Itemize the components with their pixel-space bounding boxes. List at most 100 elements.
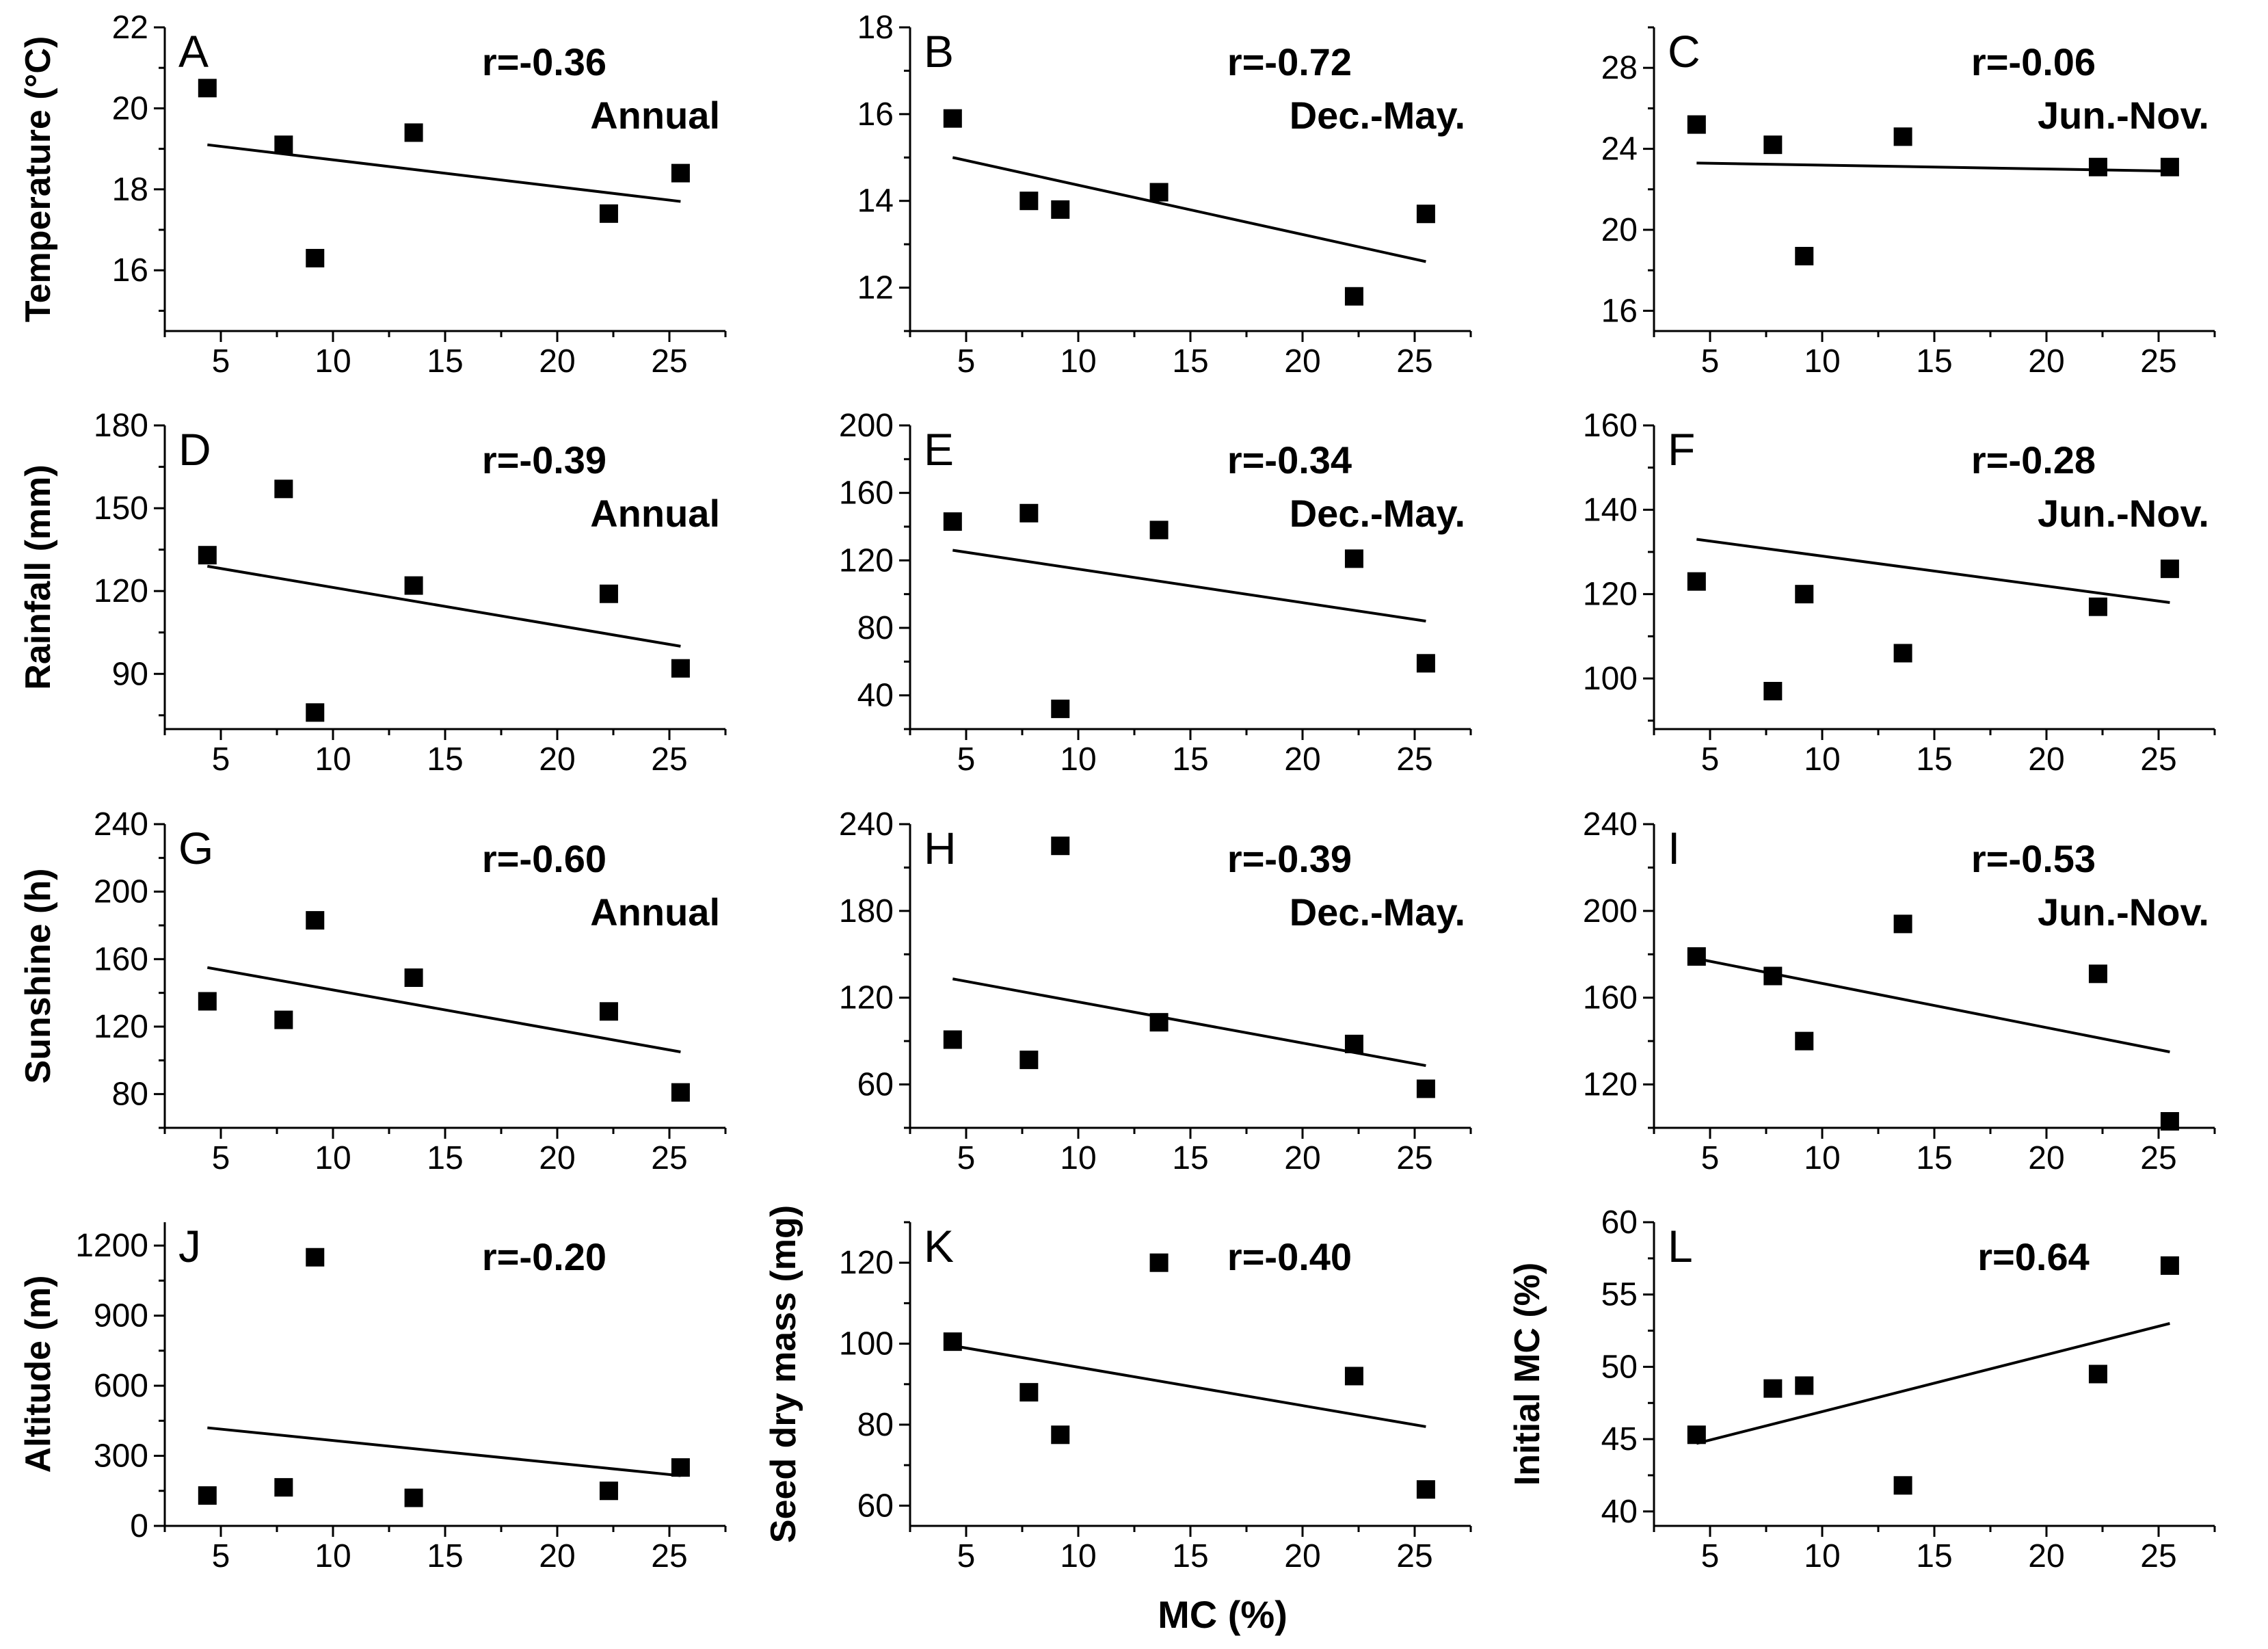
- x-tick-label: 15: [427, 1538, 463, 1574]
- x-tick-label: 10: [1804, 1538, 1840, 1574]
- y-tick-label: 180: [839, 893, 894, 929]
- data-point: [1019, 1383, 1039, 1402]
- data-point: [1344, 1034, 1363, 1053]
- data-point: [306, 911, 325, 930]
- y-axis-label: Altitude (m): [18, 1276, 58, 1473]
- data-point: [2088, 157, 2107, 176]
- data-point: [943, 1332, 962, 1351]
- y-tick-label: 80: [857, 610, 894, 646]
- data-point: [1687, 947, 1706, 966]
- y-tick-label: 240: [94, 806, 148, 843]
- y-tick-label: 60: [857, 1488, 894, 1524]
- x-tick-label: 15: [427, 343, 463, 380]
- y-tick-label: 60: [857, 1067, 894, 1103]
- r-value-label: r=-0.36: [482, 40, 606, 83]
- regression-line: [206, 966, 681, 1053]
- y-tick-label: 1200: [75, 1228, 148, 1264]
- y-tick-label: 28: [1601, 50, 1638, 86]
- x-tick-label: 10: [1804, 741, 1840, 778]
- x-tick-label: 25: [651, 741, 687, 778]
- x-tick-label: 20: [1284, 343, 1320, 380]
- y-tick-label: 40: [857, 678, 894, 714]
- panel-d: 5 10 15 20 25 90 120 150 180 Rainfall (mm) D r=-0.3…: [18, 408, 727, 778]
- x-tick-label: 25: [1396, 1538, 1432, 1574]
- data-point: [198, 1486, 217, 1505]
- x-tick-label: 5: [957, 1140, 976, 1176]
- y-tick-label: 18: [857, 10, 894, 46]
- x-tick-label: 15: [1916, 1140, 1952, 1176]
- data-point: [198, 992, 217, 1011]
- panel-letter: F: [1668, 424, 1695, 475]
- period-label: Jun.-Nov.: [2038, 492, 2209, 535]
- x-tick-label: 5: [212, 1140, 230, 1176]
- y-tick-label: 80: [112, 1077, 148, 1113]
- y-tick-label: 60: [1601, 1204, 1638, 1241]
- x-tick-label: 10: [1804, 1140, 1840, 1176]
- x-tick-label: 20: [1284, 741, 1320, 778]
- y-tick-label: 120: [1583, 577, 1638, 613]
- data-point: [599, 584, 618, 603]
- y-tick-label: 16: [1601, 293, 1638, 329]
- x-tick-label: 20: [1284, 1140, 1320, 1176]
- x-tick-label: 10: [1060, 343, 1096, 380]
- x-tick-label: 20: [2028, 1140, 2064, 1176]
- y-tick-label: 40: [1601, 1494, 1638, 1530]
- period-label: Annual: [590, 492, 720, 535]
- y-tick-label: 100: [839, 1326, 894, 1362]
- x-tick-label: 25: [1396, 741, 1432, 778]
- data-point: [943, 109, 962, 128]
- data-point: [1763, 682, 1783, 700]
- x-tick-label: 5: [1701, 741, 1720, 778]
- data-point: [198, 79, 217, 98]
- regression-line: [952, 1344, 1426, 1428]
- x-tick-label: 10: [315, 343, 351, 380]
- data-point: [1019, 1051, 1039, 1070]
- y-tick-label: 160: [1583, 408, 1638, 444]
- y-tick-label: 240: [1583, 806, 1638, 843]
- data-point: [1149, 1253, 1169, 1272]
- y-tick-label: 900: [94, 1298, 148, 1334]
- data-point: [1051, 1425, 1070, 1444]
- panel-letter: L: [1668, 1221, 1693, 1271]
- r-value-label: r=-0.06: [1971, 40, 2096, 83]
- x-tick-label: 25: [2140, 1538, 2176, 1574]
- x-tick-label: 15: [1172, 343, 1208, 380]
- regression-line: [1696, 1322, 2170, 1445]
- y-tick-label: 18: [112, 172, 148, 208]
- x-tick-label: 5: [957, 741, 976, 778]
- panel-letter: E: [924, 424, 954, 475]
- x-tick-label: 25: [2140, 741, 2176, 778]
- data-point: [599, 204, 618, 223]
- x-tick-label: 10: [315, 1140, 351, 1176]
- regression-line: [207, 143, 681, 203]
- period-label: Jun.-Nov.: [2038, 891, 2209, 934]
- x-tick-label: 25: [651, 343, 687, 380]
- y-axis-label: Sunshine (h): [18, 869, 58, 1084]
- data-point: [1051, 836, 1070, 856]
- y-tick-label: 16: [857, 96, 894, 133]
- data-point: [1763, 966, 1783, 986]
- x-tick-label: 5: [212, 741, 230, 778]
- data-point: [404, 123, 423, 142]
- data-point: [2160, 559, 2179, 579]
- x-tick-label: 5: [212, 343, 230, 380]
- y-tick-label: 100: [1583, 661, 1638, 697]
- data-point: [1416, 205, 1435, 224]
- x-tick-label: 10: [1060, 1140, 1096, 1176]
- x-tick-label: 25: [651, 1538, 687, 1574]
- x-tick-label: 10: [1060, 1538, 1096, 1574]
- data-point: [599, 1481, 618, 1501]
- y-tick-label: 24: [1601, 131, 1638, 168]
- data-point: [2160, 157, 2179, 176]
- r-value-label: r=-0.28: [1971, 438, 2096, 481]
- regression-line: [207, 1426, 681, 1477]
- x-tick-label: 15: [1172, 741, 1208, 778]
- x-tick-label: 20: [539, 1140, 575, 1176]
- r-value-label: r=-0.20: [482, 1235, 606, 1278]
- data-point: [599, 1002, 618, 1021]
- x-tick-label: 15: [1916, 343, 1952, 380]
- panel-letter: A: [178, 26, 209, 77]
